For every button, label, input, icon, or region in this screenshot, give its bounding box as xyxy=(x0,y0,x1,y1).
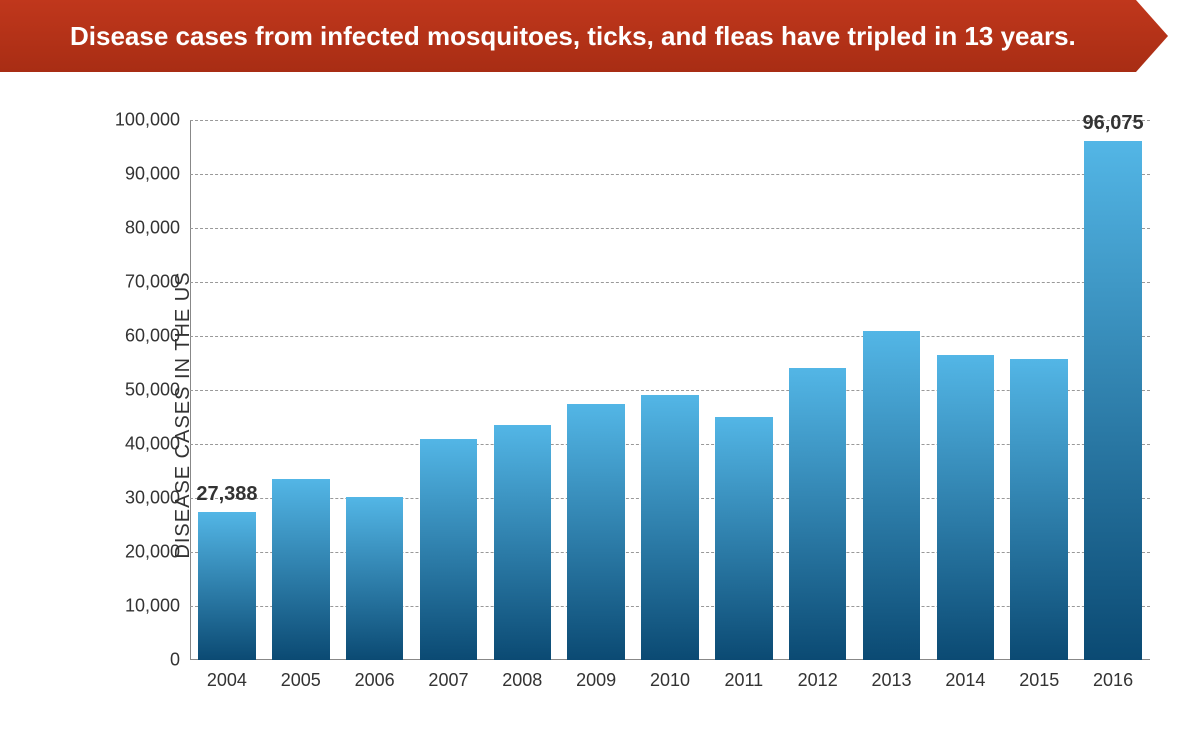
y-tick-label: 30,000 xyxy=(125,488,180,509)
y-tick-label: 40,000 xyxy=(125,434,180,455)
y-tick-label: 0 xyxy=(170,650,180,671)
x-tick-label: 2011 xyxy=(724,670,763,691)
chart-container: DISEASE CASES IN THE US 010,00020,00030,… xyxy=(100,120,1150,710)
y-tick-label: 50,000 xyxy=(125,380,180,401)
banner-title: Disease cases from infected mosquitoes, … xyxy=(70,21,1076,52)
x-tick-label: 2014 xyxy=(945,670,985,691)
bar: 96,075 xyxy=(1084,141,1142,660)
bar xyxy=(346,497,404,660)
x-tick-label: 2006 xyxy=(355,670,395,691)
bar xyxy=(567,404,625,661)
title-banner: Disease cases from infected mosquitoes, … xyxy=(0,0,1185,72)
y-tick-label: 80,000 xyxy=(125,218,180,239)
y-tick-label: 100,000 xyxy=(115,110,180,131)
bars-group: 27,388 96,075 xyxy=(190,120,1150,660)
y-tick-label: 10,000 xyxy=(125,596,180,617)
bar xyxy=(863,331,921,660)
x-tick-label: 2008 xyxy=(502,670,542,691)
bar xyxy=(420,439,478,660)
x-tick-label: 2013 xyxy=(872,670,912,691)
bar: 27,388 xyxy=(198,512,256,660)
bar-value-label: 27,388 xyxy=(196,483,257,506)
y-tick-label: 20,000 xyxy=(125,542,180,563)
bar xyxy=(1010,359,1068,660)
plot-area: 010,00020,00030,00040,00050,00060,00070,… xyxy=(190,120,1150,660)
y-tick-label: 70,000 xyxy=(125,272,180,293)
bar xyxy=(937,355,995,660)
bar xyxy=(272,479,330,660)
bar xyxy=(494,425,552,660)
x-tick-label: 2007 xyxy=(428,670,468,691)
y-tick-label: 60,000 xyxy=(125,326,180,347)
x-tick-label: 2015 xyxy=(1019,670,1059,691)
x-tick-label: 2009 xyxy=(576,670,616,691)
x-tick-label: 2010 xyxy=(650,670,690,691)
bar xyxy=(641,395,699,660)
x-tick-label: 2016 xyxy=(1093,670,1133,691)
x-tick-label: 2004 xyxy=(207,670,247,691)
y-tick-label: 90,000 xyxy=(125,164,180,185)
bar-value-label: 96,075 xyxy=(1082,112,1143,135)
x-tick-label: 2012 xyxy=(798,670,838,691)
bar xyxy=(715,417,773,660)
bar xyxy=(789,368,847,660)
x-tick-label: 2005 xyxy=(281,670,321,691)
